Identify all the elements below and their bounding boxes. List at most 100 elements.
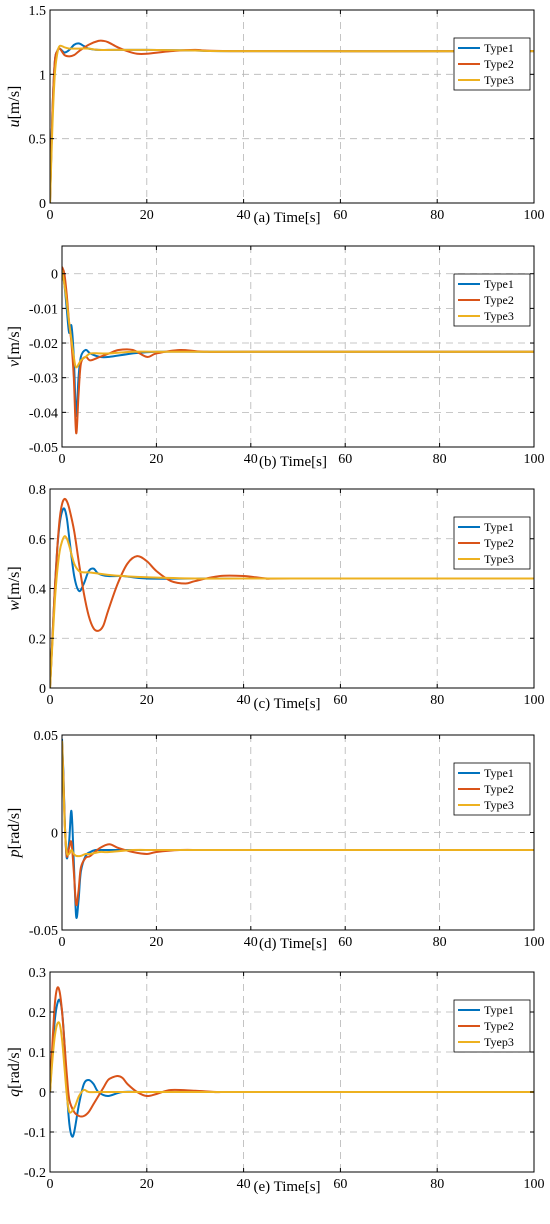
y-axis-label-unit: [m/s] [6, 86, 23, 120]
panel-b: 0 20 40 60 80 100 0 -0.01 -0.02 -0.03 -0.04 -0.05 v[… [6, 245, 545, 470]
legend-label: Type2 [484, 293, 514, 307]
x-tick-label: 60 [333, 1177, 347, 1192]
x-tick-label: 80 [430, 208, 444, 223]
y-tick-label: 0.1 [29, 1046, 47, 1061]
x-tick-label: 100 [524, 935, 545, 950]
x-tick-label: 40 [244, 935, 258, 950]
y-tick-label: 0.5 [29, 133, 47, 148]
x-tick-label: 80 [433, 452, 447, 467]
x-tick-label: 0 [47, 693, 54, 708]
x-axis-caption: (e) Time[s] [253, 1179, 320, 1195]
series-group [50, 497, 534, 688]
legend-label: Type1 [484, 41, 514, 55]
series-line-type3 [50, 44, 534, 203]
legend-label: Type3 [484, 798, 514, 812]
legend-label: Type1 [484, 277, 514, 291]
y-tick-label: 0.05 [34, 729, 59, 744]
y-tick-label: 0.2 [29, 632, 47, 647]
x-tick-label: 100 [524, 1177, 545, 1192]
x-tick-label: 0 [47, 208, 54, 223]
legend-box [453, 762, 531, 816]
y-axis-label-variable: w [6, 600, 23, 611]
legend: Type1 Type2 Type3 [453, 516, 531, 570]
series-group [50, 986, 534, 1138]
y-axis-label-variable: q [6, 1089, 23, 1097]
y-axis-label: u[m/s] [6, 86, 23, 128]
y-axis-label-variable: v [6, 359, 23, 367]
x-tick-label: 60 [338, 935, 352, 950]
y-tick-label: 0 [51, 268, 58, 283]
x-tick-label: 0 [59, 452, 66, 467]
y-tick-label: -0.05 [29, 441, 58, 456]
y-tick-label: 0 [39, 682, 46, 697]
legend-label: Type1 [484, 1003, 514, 1017]
y-tick-label: 0.2 [29, 1006, 47, 1021]
x-tick-label: 20 [149, 935, 163, 950]
y-axis-label: w[m/s] [6, 566, 23, 610]
y-tick-label: 0.3 [29, 966, 47, 981]
y-axis-label-unit: [rad/s] [6, 1047, 23, 1089]
series-line-type3 [62, 740, 534, 858]
y-tick-label: -0.02 [29, 337, 58, 352]
panel-a: 0 20 40 60 80 100 0 0.5 1 1.5 u[m/s] (a) Time[s] Typ… [6, 4, 545, 226]
x-tick-label: 0 [47, 1177, 54, 1192]
y-tick-label: -0.05 [29, 924, 58, 939]
series-line-tyep3 [50, 1021, 534, 1114]
y-tick-label: -0.2 [24, 1166, 46, 1181]
x-tick-label: 40 [237, 693, 251, 708]
legend-label: Type3 [484, 552, 514, 566]
y-axis-label: v[m/s] [6, 326, 23, 367]
x-tick-label: 60 [333, 208, 347, 223]
legend-label: Type2 [484, 1019, 514, 1033]
series-group [62, 738, 534, 919]
x-tick-label: 80 [430, 693, 444, 708]
y-tick-label: 1.5 [29, 4, 47, 19]
x-tick-label: 80 [433, 935, 447, 950]
legend: Type1 Type2 Type3 [453, 762, 531, 816]
series-group [62, 266, 534, 435]
x-axis-caption: (d) Time[s] [259, 936, 327, 952]
legend: Type1 Type2 Type3 [453, 37, 531, 91]
axes-box [61, 245, 535, 448]
y-axis-label-unit: [m/s] [6, 566, 23, 600]
legend-label: Type2 [484, 782, 514, 796]
series-line-type3 [50, 535, 534, 688]
panel-c: 0 20 40 60 80 100 0 0.2 0.4 0.6 0.8 w[m/s] (c) Time[… [6, 483, 545, 712]
series-group [50, 39, 534, 203]
y-tick-label: -0.04 [29, 406, 58, 421]
y-tick-label: 0.4 [29, 583, 47, 598]
y-axis-label: q[rad/s] [6, 1047, 23, 1097]
y-tick-label: 0 [39, 1086, 46, 1101]
legend: Type1 Type2 Type3 [453, 273, 531, 327]
x-tick-label: 40 [244, 452, 258, 467]
x-tick-label: 60 [333, 693, 347, 708]
x-tick-label: 60 [338, 452, 352, 467]
y-tick-label: -0.01 [29, 302, 58, 317]
legend-label: Type3 [484, 309, 514, 323]
y-axis-label-unit: [m/s] [6, 326, 23, 360]
legend-label: Type1 [484, 520, 514, 534]
series-line-type3 [62, 270, 534, 369]
x-tick-label: 0 [59, 935, 66, 950]
axes-box [49, 971, 535, 1173]
x-tick-label: 40 [237, 1177, 251, 1192]
legend-label: Tyep3 [484, 1035, 514, 1049]
legend-label: Type1 [484, 766, 514, 780]
y-tick-label: 0 [51, 827, 58, 842]
y-axis-label-unit: [rad/s] [6, 808, 23, 850]
series-line-type2 [50, 497, 534, 688]
y-axis-label-variable: u [6, 119, 23, 127]
x-axis-caption: (c) Time[s] [253, 696, 320, 712]
x-tick-label: 100 [524, 208, 545, 223]
x-tick-label: 20 [140, 208, 154, 223]
x-tick-label: 20 [140, 1177, 154, 1192]
x-axis-caption: (b) Time[s] [259, 454, 327, 470]
legend-label: Type3 [484, 73, 514, 87]
y-tick-label: 0.6 [29, 533, 47, 548]
legend-label: Type2 [484, 57, 514, 71]
axes-box [49, 9, 535, 204]
y-axis-label-variable: p [6, 849, 23, 858]
x-tick-label: 20 [149, 452, 163, 467]
